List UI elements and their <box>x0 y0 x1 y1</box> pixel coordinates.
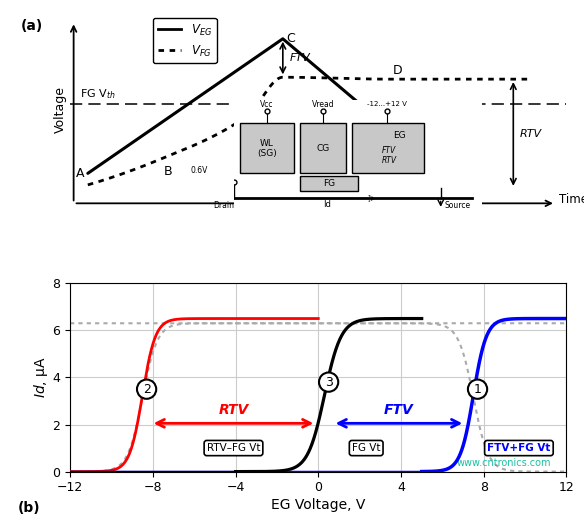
Y-axis label: $Id$, μA: $Id$, μA <box>32 356 50 398</box>
X-axis label: EG Voltage, V: EG Voltage, V <box>271 498 366 512</box>
Text: 1: 1 <box>474 383 481 396</box>
Text: D: D <box>392 64 402 77</box>
Text: RTV–FG Vt: RTV–FG Vt <box>207 443 260 453</box>
Text: B: B <box>164 165 173 178</box>
Text: www.cntronics.com: www.cntronics.com <box>457 458 552 468</box>
Text: FTV+FG Vt: FTV+FG Vt <box>487 443 551 453</box>
Text: (b): (b) <box>18 501 40 515</box>
Text: FTV: FTV <box>384 403 414 417</box>
Y-axis label: Voltage: Voltage <box>54 86 67 134</box>
Text: Time: Time <box>559 193 584 206</box>
Text: FTV: FTV <box>289 53 310 63</box>
Legend: $V_{EG}$, $V_{FG}$: $V_{EG}$, $V_{FG}$ <box>153 18 217 63</box>
Text: FG V$_{th}$: FG V$_{th}$ <box>80 88 116 101</box>
Text: 2: 2 <box>142 383 151 396</box>
Text: A: A <box>76 167 84 180</box>
Text: 3: 3 <box>325 376 332 389</box>
Text: FG Vt: FG Vt <box>352 443 380 453</box>
Text: C: C <box>286 32 295 45</box>
Text: RTV: RTV <box>520 129 542 139</box>
Text: E: E <box>464 182 471 195</box>
Text: (a): (a) <box>20 19 43 34</box>
Text: RTV: RTV <box>218 403 249 417</box>
